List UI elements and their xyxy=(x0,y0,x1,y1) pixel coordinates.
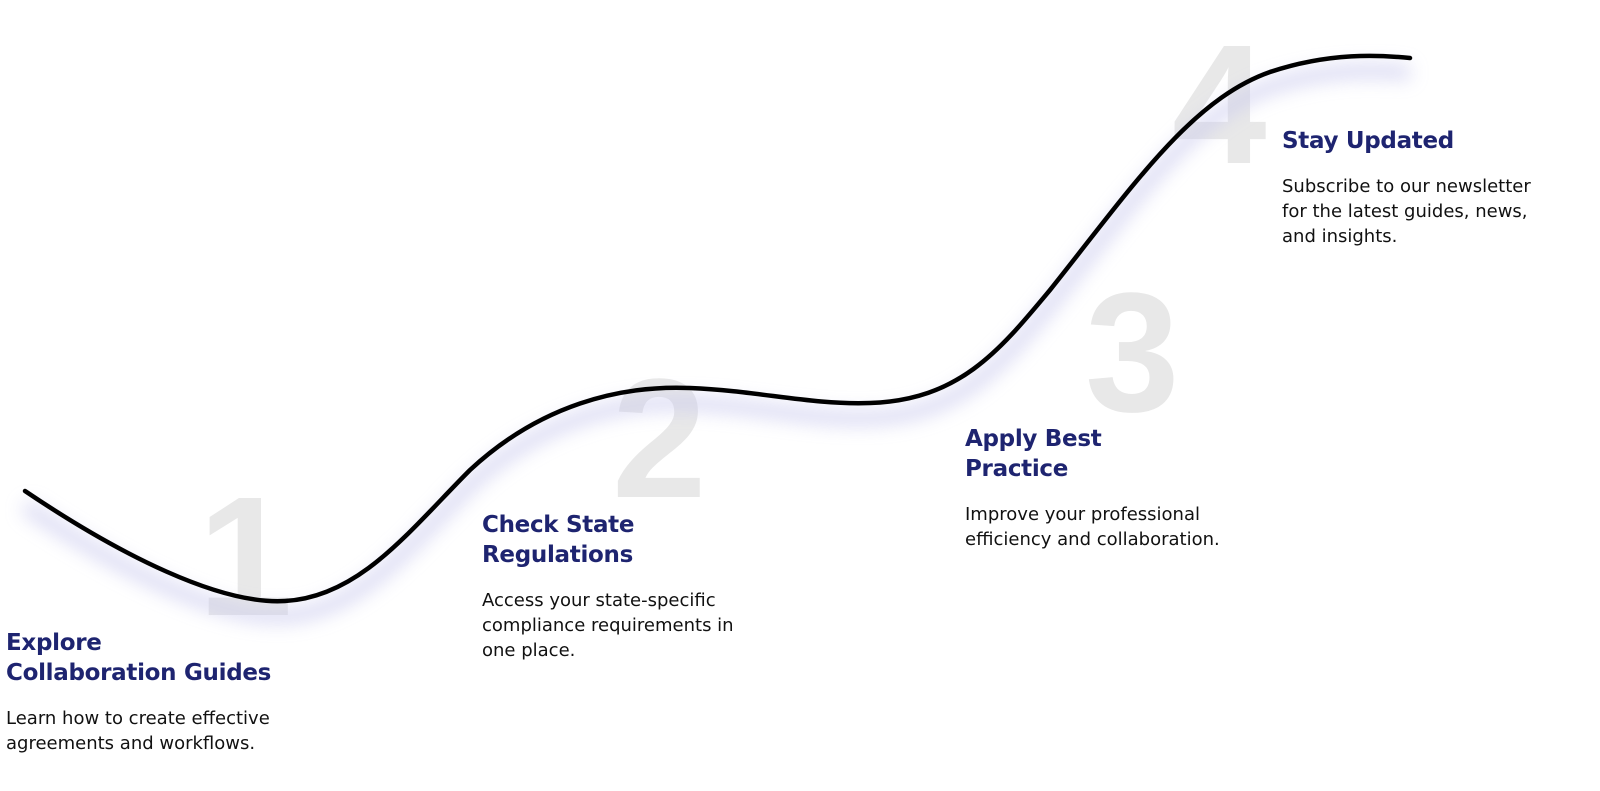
step-3: Apply Best Practice Improve your professi… xyxy=(965,424,1220,552)
title-line: Collaboration Guides xyxy=(6,660,272,686)
step-number-4: 4 xyxy=(1172,10,1267,200)
step-title: Check State Regulations xyxy=(482,510,734,570)
description-line: Access your state-specific xyxy=(482,590,716,611)
step-description: Improve your professional efficiency and … xyxy=(965,502,1220,552)
description-line: Improve your professional xyxy=(965,504,1200,525)
step-description: Subscribe to our newsletter for the lates… xyxy=(1282,174,1531,249)
step-description: Learn how to create effective agreements … xyxy=(6,706,271,756)
description-line: for the latest guides, news, xyxy=(1282,201,1528,222)
title-line: Practice xyxy=(965,456,1069,482)
curve-shadow xyxy=(21,63,1411,624)
title-line: Explore xyxy=(6,630,102,656)
description-line: and insights. xyxy=(1282,226,1398,247)
description-line: compliance requirements in xyxy=(482,615,734,636)
step-title: Stay Updated xyxy=(1282,126,1531,156)
curve-line xyxy=(22,53,1413,604)
title-line: Regulations xyxy=(482,542,633,568)
step-2: Check State Regulations Access your state… xyxy=(482,510,734,663)
title-line: Stay Updated xyxy=(1282,128,1454,154)
step-number-3: 3 xyxy=(1085,258,1180,448)
description-line: one place. xyxy=(482,640,576,661)
step-number-2: 2 xyxy=(612,344,707,534)
step-1: Explore Collaboration Guides Learn how to… xyxy=(6,628,271,756)
step-title: Apply Best Practice xyxy=(965,424,1220,484)
step-title: Explore Collaboration Guides xyxy=(6,628,271,688)
title-line: Apply Best xyxy=(965,426,1102,452)
title-line: Check State xyxy=(482,512,635,538)
description-line: agreements and workflows. xyxy=(6,733,256,754)
description-line: efficiency and collaboration. xyxy=(965,529,1220,550)
step-4: Stay Updated Subscribe to our newsletter… xyxy=(1282,126,1531,249)
description-line: Learn how to create effective xyxy=(6,708,270,729)
step-description: Access your state-specific compliance req… xyxy=(482,588,734,663)
description-line: Subscribe to our newsletter xyxy=(1282,176,1531,197)
